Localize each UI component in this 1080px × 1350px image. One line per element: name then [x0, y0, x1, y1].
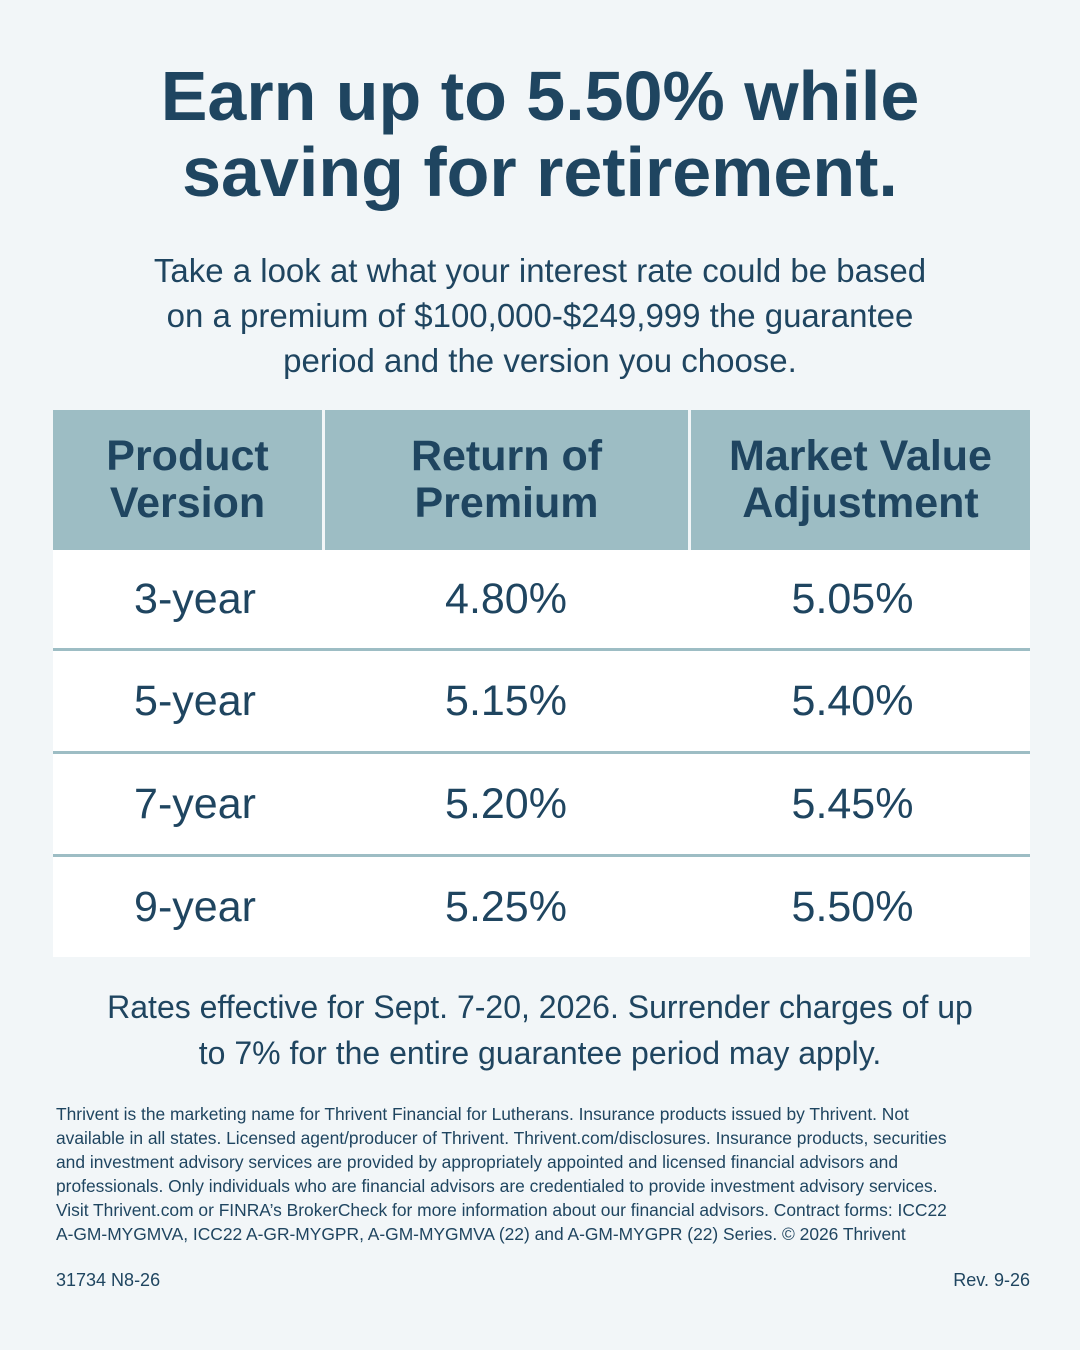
table-header-row: Product Version Return of Premium Market… — [53, 410, 1030, 550]
table-row: 5-year 5.15% 5.40% — [53, 648, 1030, 751]
header-market-value-adjustment-line-2: Adjustment — [742, 479, 979, 527]
cell-version: 9-year — [134, 882, 256, 931]
cell-return-of-premium: 5.25% — [445, 882, 567, 931]
rates-table: Product Version Return of Premium Market… — [53, 410, 1030, 957]
disclaimer-line: professionals. Only individuals who are … — [56, 1176, 938, 1196]
cell-version: 3-year — [134, 574, 256, 623]
cell-version: 5-year — [134, 676, 256, 725]
revision-label: Rev. 9-26 — [953, 1270, 1030, 1290]
intro-text: Take a look at what your interest rate c… — [0, 248, 1080, 383]
cell-market-value-adjustment: 5.45% — [791, 779, 914, 828]
header-product-version: Product Version — [53, 410, 322, 550]
cell-return-of-premium: 5.20% — [445, 779, 567, 828]
header-market-value-adjustment: Market Value Adjustment — [691, 410, 1030, 550]
cell-return-of-premium: 5.15% — [445, 676, 567, 725]
disclaimer-line: A-GM-MYGMVA, ICC22 A-GR-MYGPR, A-GM-MYGM… — [56, 1224, 906, 1244]
cell-market-value-adjustment: 5.50% — [791, 882, 914, 931]
header-product-version-line-2: Version — [109, 479, 266, 527]
headline-line-2: saving for retirement. — [182, 133, 898, 211]
header-return-of-premium-line-2: Premium — [414, 479, 599, 527]
header-market-value-adjustment-line-1: Market Value — [729, 432, 992, 480]
disclaimer: Thrivent is the marketing name for Thriv… — [56, 1102, 1036, 1246]
disclaimer-line: and investment advisory services are pro… — [56, 1152, 899, 1172]
disclaimer-line: available in all states. Licensed agent/… — [56, 1128, 947, 1148]
document-code: 31734 N8-26 — [56, 1270, 161, 1290]
intro-line-3: period and the version you choose. — [283, 342, 797, 379]
headline: Earn up to 5.50% while saving for retire… — [0, 58, 1080, 210]
rates-note-line-1: Rates effective for Sept. 7-20, 2026. Su… — [107, 989, 973, 1025]
table-row: 7-year 5.20% 5.45% — [53, 751, 1030, 854]
rates-note-line-2: to 7% for the entire guarantee period ma… — [198, 1035, 882, 1071]
disclaimer-line: Thrivent is the marketing name for Thriv… — [56, 1104, 909, 1124]
intro-line-2: on a premium of $100,000-$249,999 the gu… — [166, 297, 914, 334]
intro-line-1: Take a look at what your interest rate c… — [153, 252, 927, 289]
headline-line-1: Earn up to 5.50% while — [160, 57, 920, 135]
cell-market-value-adjustment: 5.40% — [791, 676, 914, 725]
cell-return-of-premium: 4.80% — [445, 574, 567, 623]
rates-note: Rates effective for Sept. 7-20, 2026. Su… — [0, 984, 1080, 1076]
header-return-of-premium: Return of Premium — [322, 410, 691, 550]
cell-version: 7-year — [134, 779, 256, 828]
cell-market-value-adjustment: 5.05% — [791, 574, 914, 623]
table-row: 3-year 4.80% 5.05% — [53, 550, 1030, 648]
header-product-version-line-1: Product — [106, 432, 269, 480]
disclaimer-line: Visit Thrivent.com or FINRA’s BrokerChec… — [56, 1200, 947, 1220]
table-row: 9-year 5.25% 5.50% — [53, 854, 1030, 957]
header-return-of-premium-line-1: Return of — [410, 432, 603, 480]
